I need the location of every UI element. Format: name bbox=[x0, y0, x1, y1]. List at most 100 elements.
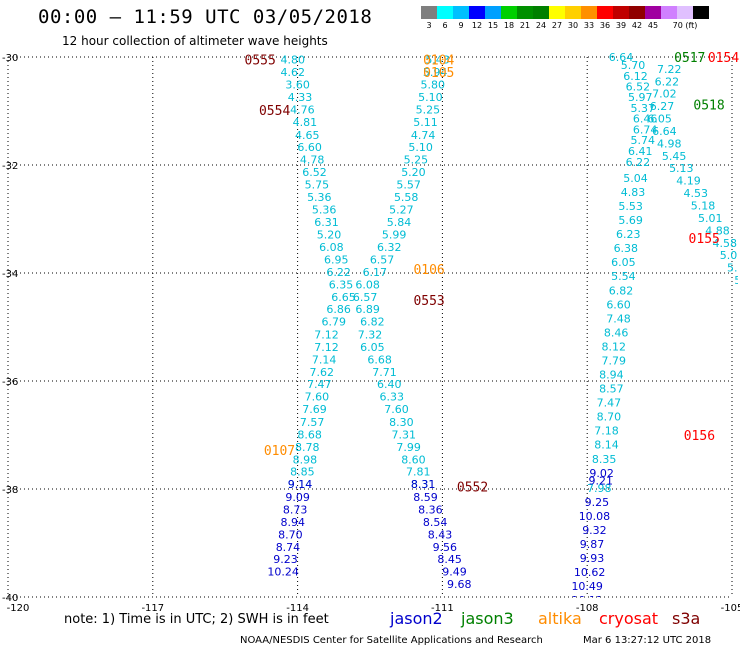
wave-height-value: 8.36 bbox=[418, 504, 443, 517]
colorbar-label: 15 bbox=[487, 21, 499, 30]
data-points: 4.804.623.604.334.764.814.656.604.786.52… bbox=[267, 51, 740, 597]
y-tick-label: -36 bbox=[2, 377, 18, 388]
wave-height-value: 8.94 bbox=[281, 516, 306, 529]
x-tick-label: -108 bbox=[576, 603, 599, 614]
wave-height-value: 5.94 bbox=[423, 66, 448, 79]
wave-height-value: 6.32 bbox=[377, 241, 402, 254]
wave-height-value: 5.24 bbox=[727, 262, 740, 275]
colorbar-swatch bbox=[613, 6, 629, 19]
wave-height-value: 5.70 bbox=[621, 59, 646, 72]
wave-height-value: 6.52 bbox=[302, 166, 327, 179]
colorbar-swatch bbox=[597, 6, 613, 19]
colorbar-swatch bbox=[533, 6, 549, 19]
wave-height-value: 7.81 bbox=[406, 466, 431, 479]
wave-height-value: 8.14 bbox=[594, 439, 619, 452]
colorbar-swatch bbox=[661, 6, 677, 19]
wave-height-value: 5.80 bbox=[420, 79, 445, 92]
wave-height-value: 5.75 bbox=[305, 178, 330, 191]
wave-height-value: 8.31 bbox=[411, 478, 436, 491]
wave-height-value: 4.62 bbox=[281, 66, 306, 79]
wave-height-value: 5.10 bbox=[418, 91, 443, 104]
wave-height-value: 8.85 bbox=[290, 466, 315, 479]
wave-height-value: 4.81 bbox=[293, 116, 318, 129]
wave-height-value: 5.01 bbox=[720, 249, 740, 262]
wave-height-value: 10.24 bbox=[267, 566, 299, 579]
colorbar-label: 27 bbox=[551, 21, 563, 30]
colorbar-label: 24 bbox=[535, 21, 547, 30]
wave-height-value: 6.17 bbox=[363, 266, 388, 279]
wave-height-value: 8.45 bbox=[437, 553, 462, 566]
colorbar-label: 33 bbox=[583, 21, 595, 30]
wave-height-value: 8.31 bbox=[411, 478, 436, 491]
wave-height-value: 7.48 bbox=[606, 312, 631, 325]
wave-height-value: 9.14 bbox=[288, 478, 313, 491]
wave-height-value: 3.60 bbox=[285, 79, 310, 92]
colorbar-swatch bbox=[437, 6, 453, 19]
pass-time-label: 0554 bbox=[259, 104, 290, 119]
colorbar-swatch bbox=[581, 6, 597, 19]
wave-height-value: 4.65 bbox=[295, 129, 320, 142]
wave-height-value: 9.87 bbox=[580, 538, 605, 551]
wave-height-value: 5.54 bbox=[611, 270, 636, 283]
footer-credit: NOAA/NESDIS Center for Satellite Applica… bbox=[240, 635, 543, 646]
wave-height-value: 7.98 bbox=[587, 482, 612, 495]
wave-height-value: 5.45 bbox=[662, 150, 687, 163]
colorbar-swatch bbox=[693, 6, 709, 19]
wave-height-value: 6.60 bbox=[297, 141, 322, 154]
units-note: note: 1) Time is in UTC; 2) SWH is in fe… bbox=[64, 612, 329, 627]
wave-height-value: 7.31 bbox=[392, 428, 417, 441]
wave-height-value: 9.21 bbox=[588, 474, 613, 487]
colorbar-label: 30 bbox=[567, 21, 579, 30]
wave-height-value: 4.83 bbox=[621, 186, 646, 199]
wave-height-value: 6.57 bbox=[370, 254, 395, 267]
wave-height-value: 7.32 bbox=[358, 329, 383, 342]
wave-height-value: 6.89 bbox=[355, 303, 380, 316]
wave-height-value: 7.60 bbox=[305, 391, 330, 404]
colorbar-swatch bbox=[469, 6, 485, 19]
wave-height-value: 6.60 bbox=[606, 298, 631, 311]
wave-height-value: 5.18 bbox=[691, 200, 716, 213]
wave-height-value: 8.46 bbox=[604, 326, 629, 339]
wave-height-value: 6.35 bbox=[329, 278, 354, 291]
colorbar-labels: 3 6 9 12 15 18 21 24 27 30 33 36 39 42 45 70 (ft) bbox=[421, 21, 705, 30]
wave-height-value: 9.49 bbox=[442, 566, 467, 579]
wave-height-value: 8.74 bbox=[276, 541, 301, 554]
wave-height-value: 8.78 bbox=[295, 441, 320, 454]
wave-height-value: 7.18 bbox=[594, 425, 619, 438]
wave-height-value: 6.64 bbox=[609, 51, 634, 64]
wave-height-value: 6.40 bbox=[377, 378, 402, 391]
pass-time-label: 0106 bbox=[413, 263, 444, 278]
colorbar-swatch bbox=[517, 6, 533, 19]
colorbar-label: 70 (ft) bbox=[672, 21, 698, 30]
wave-height-value: 6.08 bbox=[355, 278, 380, 291]
wave-height-value: 8.60 bbox=[401, 453, 426, 466]
wave-height-value: 4.19 bbox=[676, 175, 701, 188]
wave-height-value: 8.30 bbox=[389, 416, 414, 429]
legend-item-s3a: s3a bbox=[672, 609, 701, 628]
colorbar-swatch bbox=[629, 6, 645, 19]
wave-height-value: 7.71 bbox=[372, 366, 397, 379]
wave-height-value: 9.32 bbox=[582, 524, 607, 537]
wave-height-value: 8.68 bbox=[297, 428, 322, 441]
wave-height-value: 7.22 bbox=[657, 63, 682, 76]
wave-height-value: 10.49 bbox=[571, 580, 603, 593]
wave-height-value: 7.12 bbox=[314, 341, 339, 354]
wave-height-value: 8.54 bbox=[423, 516, 448, 529]
wave-height-value: 10.08 bbox=[579, 510, 611, 523]
pass-time-label: 0553 bbox=[413, 294, 444, 309]
colorbar-label: 42 bbox=[631, 21, 643, 30]
wave-height-value: 6.08 bbox=[319, 241, 344, 254]
wave-height-value: 5.10 bbox=[408, 141, 433, 154]
colorbar-label: 36 bbox=[599, 21, 611, 30]
y-tick-label: -32 bbox=[2, 161, 18, 172]
wave-height-value: 5.11 bbox=[413, 116, 438, 129]
wave-height-value: 9.14 bbox=[288, 478, 313, 491]
wave-height-value: 6.95 bbox=[324, 254, 349, 267]
wave-height-value: 6.64 bbox=[652, 125, 677, 138]
wave-height-value: 5.37 bbox=[630, 102, 655, 115]
wave-height-value: 4.80 bbox=[281, 54, 306, 67]
wave-height-value: 4.78 bbox=[300, 154, 325, 167]
wave-height-value: 6.22 bbox=[655, 75, 680, 88]
legend-item-cryosat: cryosat bbox=[599, 609, 659, 628]
